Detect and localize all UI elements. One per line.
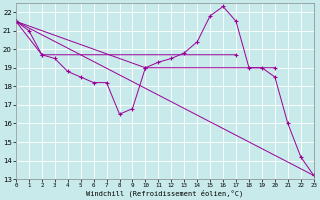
X-axis label: Windchill (Refroidissement éolien,°C): Windchill (Refroidissement éolien,°C)	[86, 190, 244, 197]
